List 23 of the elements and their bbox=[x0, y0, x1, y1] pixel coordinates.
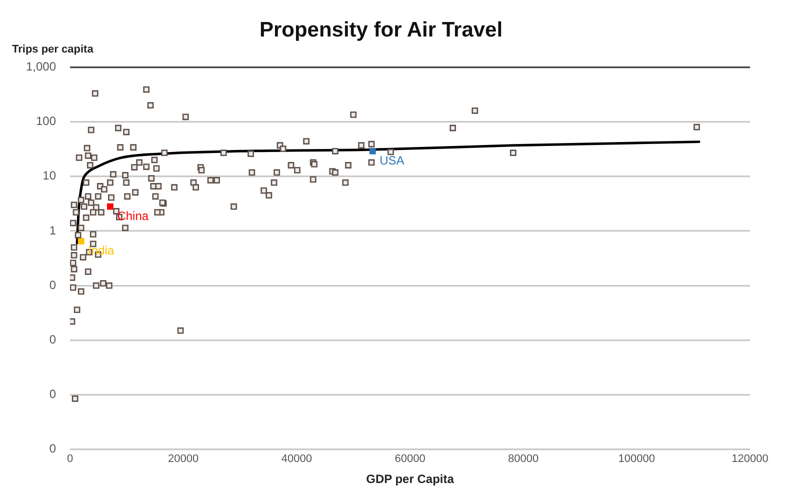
y-tick-label: 0 bbox=[49, 387, 56, 402]
x-tick-label: 60000 bbox=[394, 453, 426, 466]
y-axis-title: Trips per capita bbox=[12, 44, 94, 56]
point bbox=[107, 203, 114, 210]
y-tick-label: 0 bbox=[49, 442, 56, 456]
series-label: USA bbox=[380, 153, 404, 168]
y-tick-label: 0 bbox=[49, 332, 56, 347]
chart-title: Propensity for Air Travel bbox=[259, 18, 503, 42]
x-tick-label: 20000 bbox=[168, 453, 199, 466]
x-tick-label: 80000 bbox=[508, 453, 539, 466]
y-tick-label: 0 bbox=[49, 278, 56, 292]
y-tick-label: 100 bbox=[36, 114, 56, 128]
x-tick-label: 120000 bbox=[732, 453, 768, 466]
point bbox=[78, 238, 84, 244]
x-axis-title: GDP per Capita bbox=[366, 472, 454, 486]
series-label: India bbox=[88, 244, 114, 258]
point bbox=[369, 148, 376, 154]
y-tick-label: 1 bbox=[49, 223, 56, 238]
x-tick-label: 100000 bbox=[618, 453, 656, 466]
y-tick-label: 10 bbox=[42, 168, 56, 183]
y-tick-label: 1,000 bbox=[26, 60, 56, 74]
x-tick-label: 40000 bbox=[281, 453, 312, 466]
x-tick-label: 0 bbox=[66, 453, 74, 466]
